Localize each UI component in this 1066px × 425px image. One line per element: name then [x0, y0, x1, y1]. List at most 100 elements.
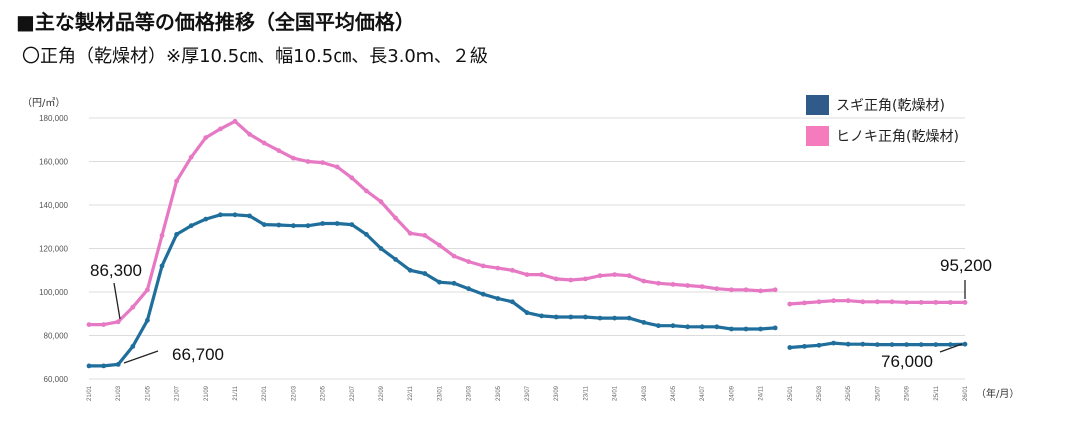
legend-label: スギ正角(乾燥材) [836, 98, 945, 114]
data-point [758, 326, 763, 332]
x-tick-label: 24/01 [613, 385, 619, 401]
x-tick-label: 23/01 [437, 385, 443, 401]
y-tick-label: 160,000 [39, 158, 68, 167]
data-point [305, 223, 311, 229]
data-point [524, 310, 530, 316]
data-point [291, 223, 296, 229]
data-point [539, 313, 544, 319]
data-point [743, 287, 749, 293]
data-point [583, 314, 588, 320]
data-point [553, 276, 559, 282]
x-tick-label: 26/01 [963, 385, 969, 401]
series-line [89, 213, 776, 368]
data-point [612, 315, 617, 321]
data-point [305, 159, 311, 164]
legend-swatch [806, 95, 829, 115]
data-point [933, 300, 939, 305]
x-tick-label: 21/01 [87, 385, 93, 401]
data-point [889, 342, 895, 347]
data-point [437, 279, 442, 285]
data-point [407, 230, 413, 236]
x-tick-label: 24/03 [642, 385, 648, 401]
data-point [699, 324, 705, 330]
x-tick-label: 23/03 [467, 385, 473, 401]
y-tick-label: 80,000 [44, 332, 69, 341]
data-point [656, 280, 661, 286]
data-point [145, 287, 150, 293]
data-point [831, 340, 836, 346]
x-tick-label: 23/07 [525, 385, 531, 401]
data-point [334, 221, 340, 226]
data-point [714, 324, 720, 330]
data-point [875, 342, 880, 347]
data-point [232, 212, 238, 218]
data-point [115, 319, 121, 325]
data-point [364, 232, 369, 237]
x-tick-label: 22/01 [262, 385, 268, 401]
data-point [188, 154, 194, 160]
data-point [802, 300, 807, 306]
data-point [831, 298, 836, 304]
legend: スギ正角(乾燥材) ヒノキ正角(乾燥材) [806, 95, 959, 146]
data-point [86, 322, 92, 327]
data-point [101, 363, 106, 369]
data-point [115, 362, 121, 367]
data-point [451, 280, 457, 286]
x-tick-label: 21/11 [233, 385, 239, 400]
annotation-label: 95,200 [940, 256, 992, 275]
data-point [480, 291, 486, 297]
data-point [933, 342, 939, 347]
y-tick-label: 100,000 [39, 288, 68, 297]
data-point [364, 188, 369, 194]
data-point [510, 299, 515, 305]
annotation-leader [113, 282, 121, 320]
x-tick-label: 22/03 [291, 385, 297, 401]
data-point [261, 140, 267, 146]
data-point [685, 324, 690, 330]
x-tick-label: 24/05 [671, 385, 677, 401]
x-tick-label: 21/07 [175, 385, 181, 401]
data-point [568, 277, 574, 283]
y-unit-label: （円/㎥） [22, 96, 65, 109]
x-tick-label: 23/09 [554, 385, 560, 401]
annotation-layer: 86,300 66,700 95,200 76,000 [90, 256, 992, 371]
data-point [334, 164, 340, 170]
series-layer [86, 118, 968, 369]
annotation-label: 66,700 [172, 345, 224, 364]
data-point [451, 253, 457, 259]
data-point [130, 344, 136, 349]
series-line [89, 119, 776, 327]
annotation-leader [939, 343, 963, 353]
data-point [948, 300, 953, 305]
data-point [349, 222, 355, 228]
data-point [203, 135, 209, 141]
x-tick-label: 24/07 [700, 385, 706, 401]
data-point [524, 272, 530, 277]
grid-layer [89, 117, 965, 380]
data-point [159, 263, 165, 269]
data-point [495, 296, 501, 301]
data-point [656, 323, 661, 329]
annotation-label: 86,300 [90, 261, 142, 280]
data-point [802, 344, 807, 349]
data-point [407, 267, 413, 273]
data-point [218, 126, 223, 132]
data-point [466, 286, 471, 292]
data-point [261, 222, 267, 228]
data-point [860, 341, 866, 347]
x-tick-label: 22/09 [379, 385, 385, 401]
data-point [758, 288, 763, 294]
x-tick-label: 25/03 [817, 385, 823, 401]
data-point [188, 223, 194, 229]
y-tick-label: 60,000 [44, 375, 69, 384]
data-point [495, 265, 501, 271]
data-point [729, 326, 734, 332]
data-point [553, 314, 559, 320]
data-point [626, 315, 632, 321]
data-point [918, 300, 924, 305]
y-tick-label: 180,000 [39, 114, 68, 123]
data-point [787, 345, 793, 350]
data-point [568, 314, 574, 320]
legend-swatch [806, 126, 829, 146]
